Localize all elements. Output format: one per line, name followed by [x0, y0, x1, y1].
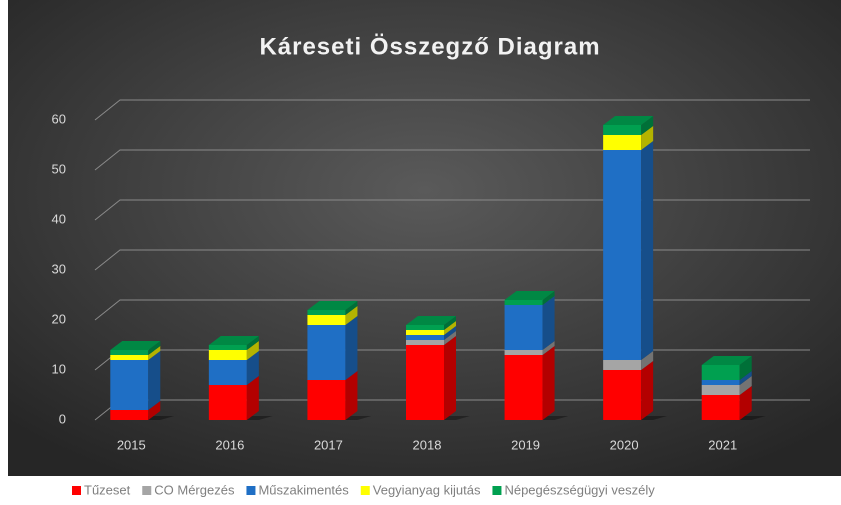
bar-segment [110, 355, 149, 360]
bar-segment [307, 325, 346, 380]
x-tick-label: 2020 [610, 437, 639, 452]
legend-swatch [492, 486, 502, 495]
chart-title: Káreseti Összegző Diagram [259, 33, 600, 60]
grid-line [94, 299, 810, 321]
bar-side [444, 316, 456, 330]
bar-side [148, 341, 161, 355]
bar-segment [307, 380, 346, 420]
bar-segment [307, 315, 346, 325]
legend-swatch [72, 486, 81, 495]
bar-top [504, 291, 555, 300]
bar-side [345, 316, 358, 380]
x-tick-label: 2021 [708, 437, 737, 452]
bar-segment [406, 330, 444, 335]
bar-side [148, 401, 161, 420]
bar-side [444, 326, 456, 340]
bar-side [345, 371, 358, 420]
y-tick-label: 30 [52, 261, 66, 276]
x-tick-label: 2015 [117, 437, 146, 452]
y-tick-label: 10 [52, 361, 66, 376]
bar-segment [406, 345, 444, 420]
bar-side [739, 356, 752, 380]
bar-side [148, 346, 161, 360]
legend-swatch [360, 486, 370, 495]
bar-top [603, 116, 654, 125]
legend-label: Műszakimentés [258, 482, 349, 497]
bar-top [110, 341, 161, 350]
bar-segment [701, 385, 740, 395]
bar-top [406, 316, 456, 325]
grid-line [94, 99, 810, 121]
bar-segment [307, 310, 346, 315]
y-tick-label: 50 [52, 161, 66, 176]
bar-segment [406, 325, 444, 330]
x-tick-label: 2018 [413, 437, 442, 452]
bar-segment [504, 350, 543, 355]
bar-top [701, 356, 752, 365]
bar-side [444, 336, 456, 420]
bar-side [345, 306, 358, 325]
legend-label: Vegyianyag kijutás [373, 482, 481, 497]
bar-side [641, 141, 654, 360]
bar-segment [208, 350, 247, 360]
bar-side [641, 351, 654, 370]
bar-top [208, 336, 259, 345]
bar-side [542, 291, 555, 305]
bar-segment [110, 350, 149, 355]
bar-side [542, 296, 555, 350]
y-tick-label: 40 [52, 211, 66, 226]
bar-side [641, 116, 654, 135]
legend-swatch [246, 486, 256, 495]
bar-segment [208, 360, 247, 385]
grid-line [94, 249, 810, 271]
bar-segment [701, 365, 740, 380]
bar-segment [504, 300, 543, 305]
bar-segment [208, 385, 247, 420]
bar-side [542, 346, 555, 420]
bar-side [444, 321, 456, 335]
bar-side [246, 376, 259, 420]
bar-side [246, 351, 259, 385]
bar-segment [603, 135, 642, 150]
bar-side [739, 371, 752, 385]
legend-label: Népegészségügyi veszély [504, 482, 655, 497]
bar-segment [603, 125, 642, 135]
bar-side [542, 341, 555, 355]
bar-segment [603, 370, 642, 420]
bar-segment [504, 305, 543, 350]
bar-segment [208, 345, 247, 350]
x-tick-label: 2017 [314, 437, 343, 452]
y-tick-label: 60 [52, 111, 66, 126]
bar-side [246, 336, 259, 350]
bar-side [444, 331, 456, 345]
y-tick-label: 20 [52, 311, 66, 326]
grid-line [94, 199, 810, 221]
grid-line [94, 149, 810, 171]
x-tick-label: 2019 [511, 437, 540, 452]
bar-segment [504, 355, 543, 420]
bar-side [148, 351, 161, 410]
bar-side [246, 341, 259, 360]
bar-segment [110, 360, 149, 410]
bar-segment [701, 380, 740, 385]
bar-segment [110, 410, 149, 420]
bar-side [345, 301, 358, 315]
bar-side [739, 376, 752, 395]
bar-segment [603, 360, 642, 370]
legend-label: Tűzeset [84, 482, 131, 497]
bar-segment [701, 395, 740, 420]
bar-top [307, 301, 358, 310]
legend-swatch [142, 486, 152, 495]
x-tick-label: 2016 [215, 437, 244, 452]
bar-side [641, 361, 654, 420]
bar-side [641, 126, 654, 150]
bar-segment [406, 340, 444, 345]
bar-segment [406, 335, 444, 340]
bar-side [739, 386, 752, 420]
bar-segment [603, 150, 642, 360]
y-tick-label: 0 [59, 411, 66, 426]
legend-label: CO Mérgezés [154, 482, 235, 497]
